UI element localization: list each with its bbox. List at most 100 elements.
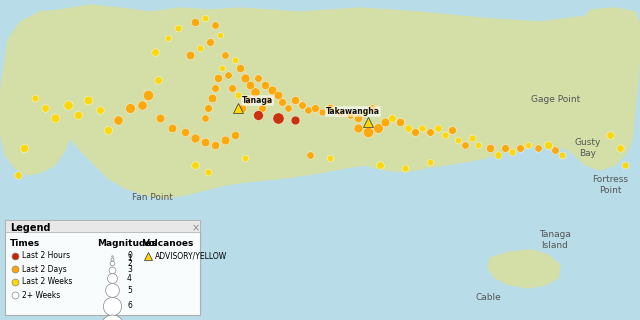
- Point: [485, 145, 495, 151]
- Point: [317, 109, 327, 115]
- Point: [63, 102, 73, 108]
- Text: Last 2 Hours: Last 2 Hours: [22, 252, 70, 260]
- Point: [19, 145, 29, 151]
- Point: [353, 116, 363, 121]
- Point: [153, 77, 163, 83]
- Point: [263, 97, 273, 102]
- Text: Tanaga: Tanaga: [242, 96, 273, 105]
- Point: [253, 76, 263, 81]
- Point: [113, 117, 123, 123]
- Point: [250, 89, 260, 95]
- Point: [417, 125, 427, 131]
- Point: [137, 102, 147, 108]
- Point: [467, 135, 477, 140]
- Point: [220, 138, 230, 143]
- Text: Magnitudes: Magnitudes: [97, 238, 157, 247]
- Point: [615, 145, 625, 151]
- Point: [367, 105, 377, 110]
- Point: [310, 105, 320, 110]
- Point: [213, 76, 223, 81]
- Point: [180, 129, 190, 134]
- Point: [400, 165, 410, 171]
- Point: [543, 142, 553, 148]
- Point: [387, 116, 397, 121]
- Point: [515, 145, 525, 151]
- Point: [190, 135, 200, 140]
- Point: [203, 105, 213, 110]
- Point: [460, 142, 470, 148]
- Point: [230, 58, 240, 63]
- Point: [303, 108, 313, 113]
- Text: Takawangha: Takawangha: [326, 107, 380, 116]
- Point: [375, 163, 385, 168]
- Point: [207, 95, 217, 100]
- Text: 1: 1: [127, 254, 132, 263]
- Point: [223, 72, 233, 77]
- Point: [620, 163, 630, 168]
- Text: ADVISORY/YELLOW: ADVISORY/YELLOW: [155, 252, 227, 260]
- Point: [403, 125, 413, 131]
- Text: ×: ×: [192, 223, 200, 233]
- Text: Tanaga
Island: Tanaga Island: [539, 230, 571, 250]
- Point: [395, 119, 405, 124]
- Point: [473, 142, 483, 148]
- Text: 2: 2: [127, 259, 132, 268]
- Point: [240, 76, 250, 81]
- Point: [557, 152, 567, 157]
- Point: [235, 65, 245, 70]
- Point: [217, 65, 227, 70]
- Point: [253, 112, 263, 117]
- Point: [605, 132, 615, 138]
- Polygon shape: [572, 8, 640, 102]
- Point: [493, 152, 503, 157]
- Text: Last 2 Weeks: Last 2 Weeks: [22, 277, 72, 286]
- Polygon shape: [488, 250, 560, 288]
- Point: [155, 116, 165, 121]
- Point: [297, 102, 307, 108]
- Point: [267, 87, 277, 92]
- Point: [440, 132, 450, 138]
- Point: [200, 116, 210, 121]
- Point: [190, 163, 200, 168]
- Text: Times: Times: [10, 238, 40, 247]
- Point: [150, 49, 160, 54]
- Point: [500, 145, 510, 151]
- Point: [425, 129, 435, 134]
- Polygon shape: [5, 5, 640, 198]
- Point: [325, 156, 335, 161]
- Point: [433, 125, 443, 131]
- Point: [507, 149, 517, 155]
- Point: [380, 119, 390, 124]
- Point: [345, 112, 355, 117]
- Point: [173, 25, 183, 30]
- Point: [210, 22, 220, 28]
- Point: [210, 142, 220, 148]
- Point: [203, 170, 213, 175]
- Point: [273, 92, 283, 98]
- Point: [243, 97, 253, 102]
- Point: [167, 125, 177, 131]
- Point: [200, 15, 210, 20]
- Text: Gage Point: Gage Point: [531, 95, 580, 105]
- Polygon shape: [0, 60, 70, 175]
- Point: [260, 83, 270, 88]
- Point: [240, 156, 250, 161]
- Point: [290, 117, 300, 123]
- Point: [233, 92, 243, 98]
- Point: [185, 52, 195, 58]
- Text: Fan Point: Fan Point: [132, 194, 172, 203]
- Point: [200, 140, 210, 145]
- Point: [50, 116, 60, 121]
- Point: [13, 172, 23, 178]
- Text: 2+ Weeks: 2+ Weeks: [22, 291, 60, 300]
- Text: Legend: Legend: [10, 223, 51, 233]
- Point: [40, 105, 50, 110]
- Point: [353, 125, 363, 131]
- Point: [363, 129, 373, 134]
- Text: Last 2 Days: Last 2 Days: [22, 265, 67, 274]
- Point: [410, 129, 420, 134]
- Text: Fortress
Point: Fortress Point: [592, 175, 628, 195]
- Point: [305, 152, 315, 157]
- Point: [257, 105, 267, 110]
- Point: [125, 105, 135, 110]
